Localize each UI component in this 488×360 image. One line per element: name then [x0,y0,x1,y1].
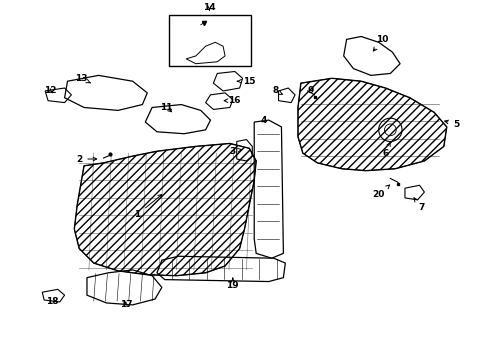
Polygon shape [74,143,256,276]
Text: 7: 7 [413,198,424,212]
Text: 20: 20 [372,185,389,199]
Text: 14: 14 [203,3,215,12]
Text: 11: 11 [160,103,173,112]
Text: 4: 4 [260,116,266,125]
Text: 9: 9 [307,86,313,95]
Text: 10: 10 [372,35,388,51]
Text: 12: 12 [43,86,56,95]
Text: 13: 13 [75,74,90,83]
Text: 8: 8 [272,86,282,95]
Text: 19: 19 [226,278,239,290]
Polygon shape [297,78,446,171]
Text: 5: 5 [444,120,459,129]
Bar [168,15,251,66]
Text: 3: 3 [229,147,241,156]
Text: 15: 15 [237,77,255,86]
Text: 16: 16 [224,96,241,105]
Text: 17: 17 [119,300,132,309]
Text: 18: 18 [45,297,58,306]
Text: 1: 1 [134,194,162,219]
Text: 2: 2 [76,154,97,163]
Text: 6: 6 [382,143,389,158]
